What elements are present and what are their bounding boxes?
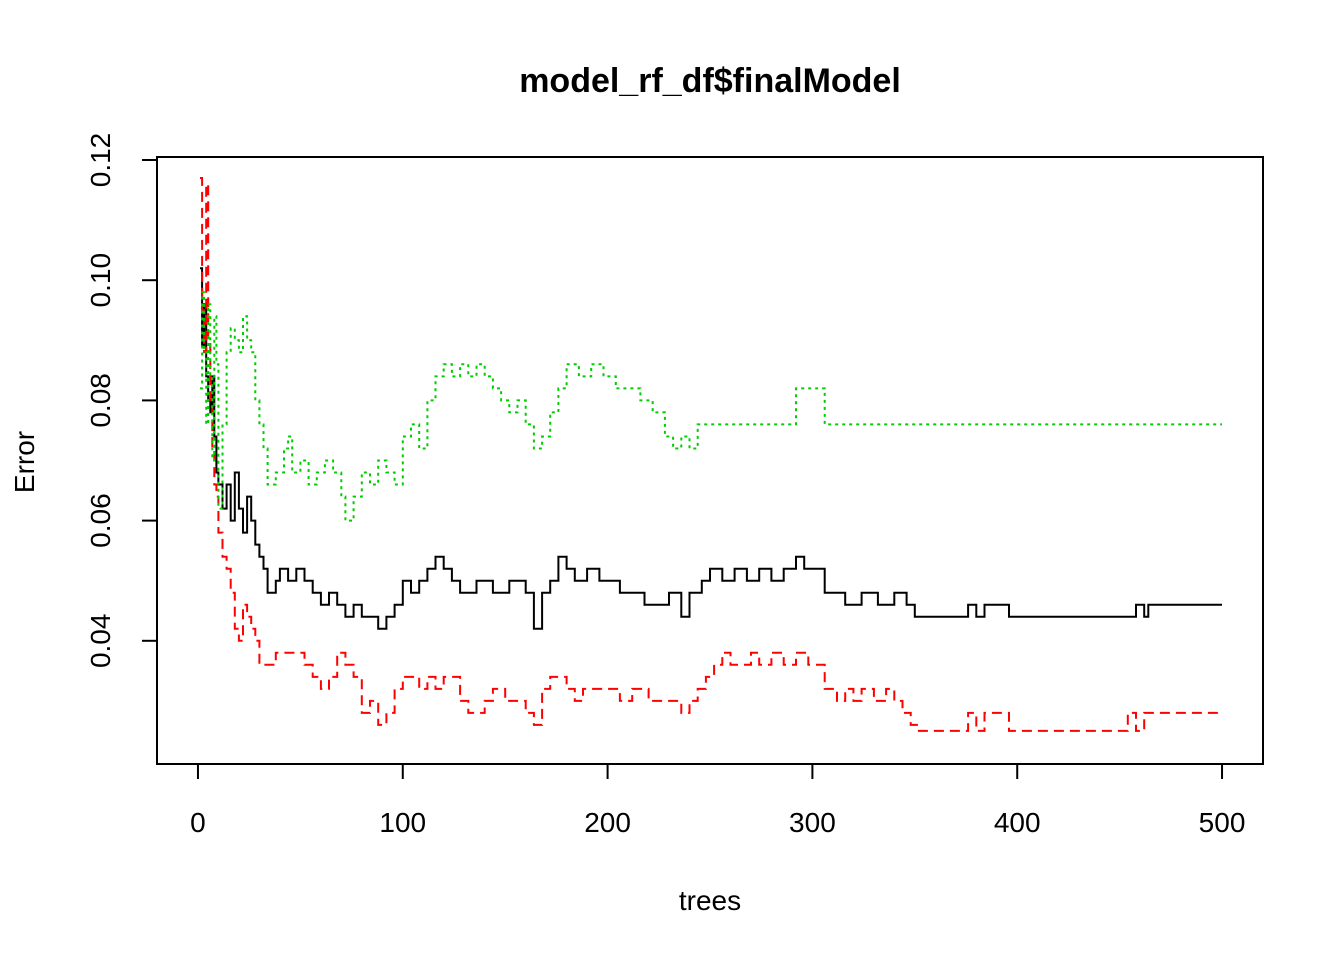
- x-tick-label: 300: [789, 807, 836, 838]
- red-error-line: [200, 177, 1222, 732]
- y-axis: 0.04 0.06 0.08 0.10 0.12: [85, 133, 158, 669]
- series-layer: [200, 177, 1222, 732]
- x-tick-label: 200: [584, 807, 631, 838]
- black-error-line: [200, 267, 1222, 630]
- y-tick-label: 0.04: [85, 614, 116, 669]
- x-tick-label: 500: [1199, 807, 1246, 838]
- x-axis-label: trees: [679, 885, 741, 916]
- green-error-line: [200, 291, 1222, 522]
- x-tick-label: 100: [379, 807, 426, 838]
- x-tick-label: 400: [994, 807, 1041, 838]
- x-axis: 0 100 200 300 400 500: [190, 763, 1246, 838]
- y-tick-label: 0.08: [85, 373, 116, 428]
- y-tick-label: 0.06: [85, 493, 116, 548]
- chart-title: model_rf_df$finalModel: [519, 62, 901, 100]
- y-tick-label: 0.12: [85, 133, 116, 188]
- plot-frame: [156, 156, 1264, 765]
- y-tick-label: 0.10: [85, 253, 116, 308]
- y-axis-label: Error: [9, 431, 40, 493]
- x-tick-label: 0: [190, 807, 206, 838]
